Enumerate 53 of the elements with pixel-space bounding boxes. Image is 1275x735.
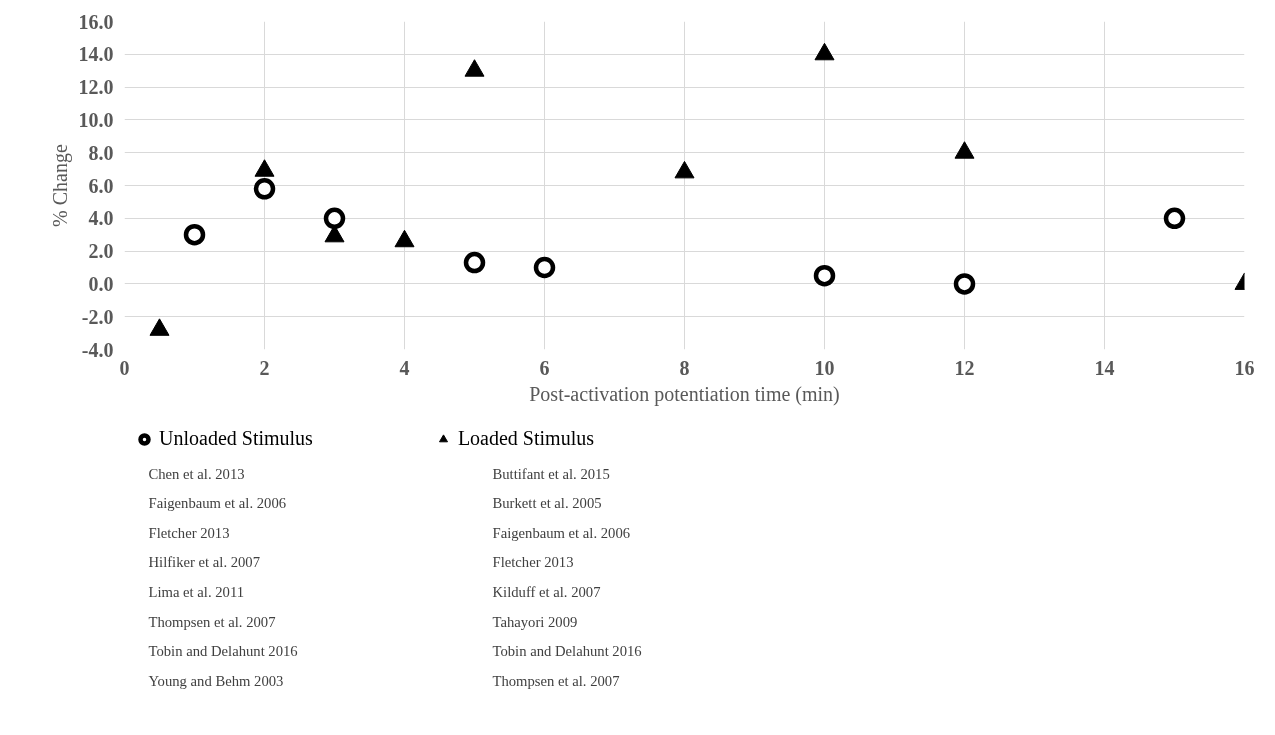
point: [533, 256, 556, 279]
text: Faigenbaum et al. 2006: [492, 524, 631, 541]
y-tick-label: 16.0: [78, 10, 114, 33]
point: [464, 59, 485, 77]
y-tick-label: 10.0: [78, 108, 114, 131]
y-tick-label: -2.0: [81, 305, 114, 328]
point: [463, 251, 486, 274]
legend-label: Unloaded Stimulus: [159, 427, 313, 450]
point: [953, 273, 976, 295]
point: [183, 223, 206, 246]
x-tick-label: 2: [259, 356, 270, 379]
text: Thompsen et al. 2007: [492, 672, 620, 689]
point: [813, 264, 836, 287]
text: Tahayori 2009: [492, 613, 578, 630]
text: Tobin and Delahunt 2016: [148, 643, 298, 660]
text: Chen et al. 2013: [148, 465, 245, 482]
point: [814, 42, 835, 61]
x-tick-label: 12: [954, 356, 975, 379]
x-tick-label: 0: [119, 356, 130, 379]
text: Fletcher 2013: [492, 554, 574, 571]
y-tick-label: 0.0: [88, 272, 114, 295]
point: [1163, 207, 1186, 230]
y-tick-label: 2.0: [88, 240, 114, 263]
text: Kilduff et al. 2007: [492, 583, 601, 600]
legend-label: Loaded Stimulus: [457, 427, 594, 450]
y-tick-label: 4.0: [88, 207, 114, 230]
text: Buttifant et al. 2015: [492, 465, 610, 482]
y-tick-label: 8.0: [88, 141, 114, 164]
y-tick-label: 14.0: [78, 43, 114, 66]
x-tick-label: 14: [1094, 356, 1115, 379]
x-axis-title: Post-activation potentiation time (min): [529, 382, 840, 406]
point: [954, 141, 975, 159]
x-tick-label: 16: [1234, 356, 1255, 379]
y-tick-label: 6.0: [88, 174, 114, 197]
x-tick-label: 4: [399, 356, 410, 379]
text: Thompsen et al. 2007: [148, 613, 276, 630]
y-tick-label: -4.0: [81, 338, 114, 361]
x-tick-label: 6: [539, 356, 550, 379]
text: Lima et al. 2011: [148, 583, 245, 600]
text: Fletcher 2013: [148, 524, 230, 541]
text: Tobin and Delahunt 2016: [492, 643, 642, 660]
point: [253, 178, 276, 200]
x-tick-label: 8: [679, 356, 690, 379]
point: [254, 159, 275, 177]
text: Young and Behm 2003: [148, 672, 284, 689]
y-tick-label: 12.0: [78, 76, 114, 99]
text: Hilfiker et al. 2007: [148, 554, 261, 571]
point: [323, 207, 346, 230]
point: [674, 160, 695, 179]
y-axis-title: % Change: [48, 144, 72, 227]
text: Faigenbaum et al. 2006: [148, 495, 287, 512]
x-tick-label: 10: [814, 356, 835, 379]
text: Burkett et al. 2005: [492, 495, 602, 512]
